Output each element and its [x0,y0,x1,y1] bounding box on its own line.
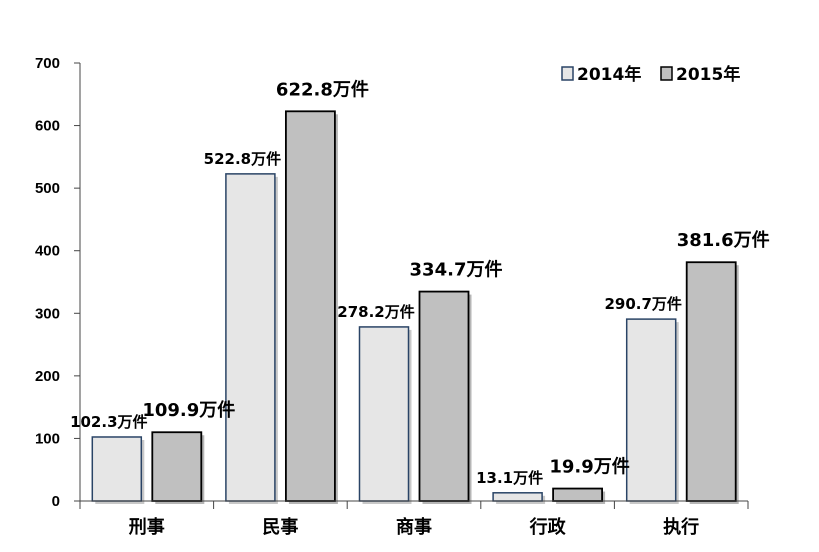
y-tick-label: 400 [35,243,60,260]
bar-2014 [625,318,677,502]
y-tick-label: 200 [35,368,60,385]
axes-layer: 0 100 200 300 400 500 600 700 [35,55,749,510]
bar-2014 [358,326,410,502]
y-tick-label: 600 [35,118,60,135]
data-label-2014: 522.8万件 [204,150,281,168]
x-category-label: 刑事 [129,516,165,538]
data-label-2015: 109.9万件 [142,399,235,421]
bar-2015 [418,290,470,502]
legend: 2014年 2015年 [561,64,740,85]
bar-2014 [492,492,543,502]
data-label-2015: 381.6万件 [677,229,770,251]
y-tick-label: 300 [35,305,60,322]
legend-item-2014-label: 2014年 [577,64,641,85]
bar-2015 [685,261,737,502]
x-category-label: 执行 [663,516,699,538]
bar-2014 [225,173,276,502]
x-category-label: 行政 [529,516,567,538]
bar-2015 [151,431,203,502]
data-label-2014: 278.2万件 [337,303,414,321]
x-category-label: 民事 [262,516,298,538]
data-label-2014: 102.3万件 [70,413,147,431]
data-label-2015: 334.7万件 [410,259,503,281]
bars-layer [91,110,739,504]
legend-item-2015-swatch [660,66,673,81]
y-tick-label: 0 [52,493,60,510]
data-label-2014: 13.1万件 [476,469,543,487]
legend-item-2014-swatch [561,66,574,81]
bar-2015 [552,487,603,502]
y-tick-label: 500 [35,180,60,197]
y-tick-label: 100 [35,430,60,447]
data-label-2014: 290.7万件 [604,295,681,313]
data-label-2015: 622.8万件 [276,78,369,100]
data-label-2015: 19.9万件 [549,456,629,478]
bar-2015 [284,110,336,502]
y-tick-label: 700 [35,55,60,72]
bar-2014 [91,436,143,502]
legend-item-2015-label: 2015年 [676,64,740,85]
x-category-label: 商事 [396,516,432,538]
